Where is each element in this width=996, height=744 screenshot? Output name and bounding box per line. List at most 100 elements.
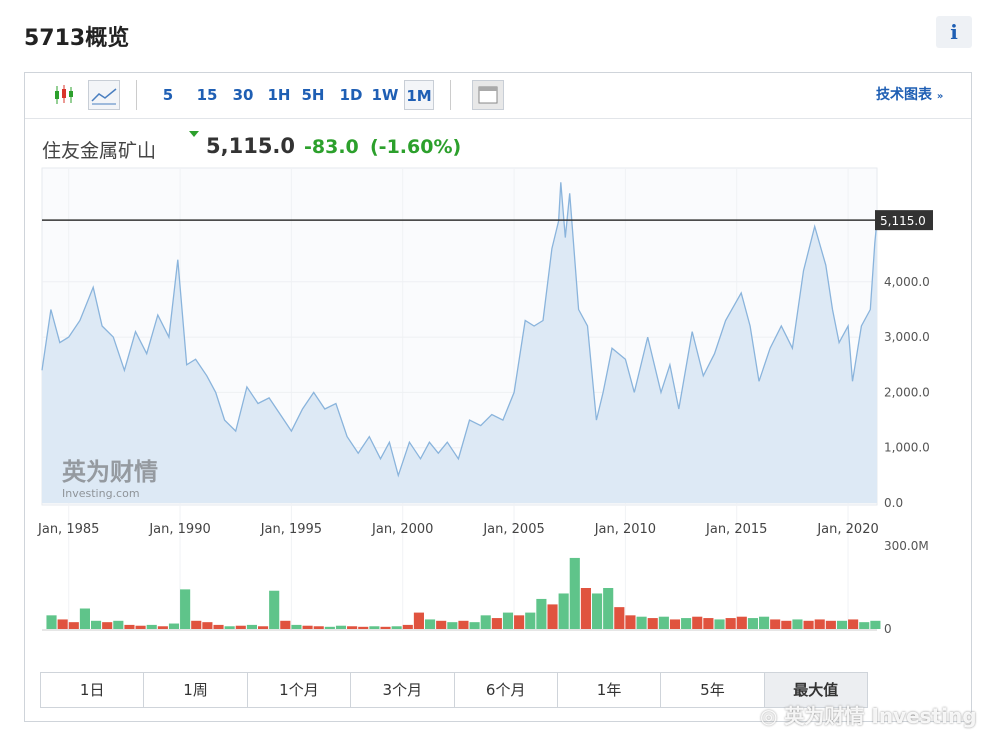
divider	[450, 80, 451, 110]
interval-1M[interactable]: 1M	[404, 80, 434, 110]
volume-bar	[79, 608, 90, 629]
calendar-icon[interactable]	[472, 80, 504, 110]
volume-y-tick-label: 300.0M	[884, 539, 929, 553]
volume-bar	[124, 624, 135, 629]
range-button[interactable]: 最大值	[764, 673, 867, 707]
volume-bar	[436, 620, 447, 629]
line-chart-icon[interactable]	[88, 80, 120, 110]
volume-bar	[514, 615, 525, 629]
y-tick-label: 2,000.0	[884, 385, 930, 399]
range-button[interactable]: 1个月	[248, 673, 352, 707]
volume-bar	[324, 626, 335, 629]
range-button[interactable]: 1周	[144, 673, 248, 707]
range-selector: 1日 1周 1个月 3个月 6个月 1年 5年 最大值	[40, 672, 868, 708]
price-change-percent: (-1.60%)	[370, 136, 462, 158]
volume-bar	[335, 625, 347, 629]
volume-bar	[636, 616, 647, 629]
range-button[interactable]: 5年	[661, 673, 765, 707]
page-title: 5713概览	[24, 26, 130, 51]
double-chevron-right-icon: »	[936, 91, 944, 102]
candlestick-icon[interactable]	[50, 80, 78, 110]
volume-bar	[569, 557, 580, 629]
volume-bar	[736, 616, 747, 629]
volume-bar	[447, 622, 458, 629]
volume-bar	[313, 626, 324, 629]
range-button[interactable]: 1日	[41, 673, 145, 707]
x-tick-label: Jan, 1985	[37, 522, 99, 537]
volume-bar	[547, 604, 558, 629]
divider	[136, 80, 137, 110]
volume-bar	[714, 619, 725, 629]
volume-bar	[180, 589, 191, 629]
interval-5[interactable]: 5	[162, 86, 174, 104]
volume-y-tick-label: 0	[884, 622, 892, 636]
interval-15[interactable]: 15	[196, 86, 218, 104]
interval-1H[interactable]: 1H	[267, 86, 291, 104]
volume-bar	[770, 619, 781, 629]
range-button[interactable]: 1年	[558, 673, 662, 707]
volume-bar	[825, 620, 836, 629]
volume-bar	[458, 620, 469, 629]
last-price-tag	[875, 210, 933, 231]
interval-1D[interactable]: 1D	[339, 86, 363, 104]
volume-bar	[280, 620, 291, 629]
volume-bar	[558, 593, 569, 629]
volume-bar	[57, 619, 68, 629]
volume-bar	[269, 590, 280, 629]
chart-panel	[24, 72, 972, 722]
interval-5H[interactable]: 5H	[301, 86, 325, 104]
divider	[25, 118, 971, 119]
volume-bar	[803, 620, 814, 629]
interval-1W[interactable]: 1W	[371, 86, 399, 104]
volume-bar	[580, 588, 591, 629]
volume-bar	[859, 622, 870, 629]
volume-bar	[224, 626, 235, 629]
volume-bar	[792, 619, 803, 629]
x-tick-label: Jan, 1995	[260, 522, 322, 537]
x-tick-label: Jan, 2020	[816, 522, 878, 537]
tech-chart-label: 技术图表	[876, 87, 932, 103]
volume-bar	[257, 626, 269, 629]
volume-bar	[157, 626, 168, 629]
volume-bar	[669, 619, 681, 629]
technical-chart-link[interactable]: 技术图表 »	[876, 80, 943, 112]
volume-bar	[625, 615, 636, 629]
price-line	[41, 182, 878, 478]
y-tick-label: 4,000.0	[884, 275, 930, 289]
volume-bar	[603, 588, 614, 629]
range-button[interactable]: 6个月	[455, 673, 558, 707]
volume-bar	[246, 624, 257, 629]
instrument-name: 住友金属矿山	[42, 140, 157, 162]
volume-bar	[358, 626, 369, 629]
volume-bar	[614, 607, 625, 629]
volume-bar	[68, 622, 79, 629]
info-button[interactable]: i	[936, 16, 972, 48]
volume-bar	[469, 622, 480, 629]
volume-bar	[302, 625, 313, 629]
volume-bar	[46, 615, 57, 629]
range-button[interactable]: 3个月	[351, 673, 455, 707]
volume-bar	[491, 618, 502, 629]
volume-bar	[424, 619, 436, 629]
volume-bar	[168, 623, 180, 629]
investing-logo: 英为财情 Investing.com	[62, 458, 158, 500]
volume-bar	[113, 620, 124, 629]
x-tick-label: Jan, 2010	[594, 522, 656, 537]
volume-bar	[413, 612, 424, 629]
volume-bar	[380, 626, 391, 629]
x-tick-label: Jan, 2005	[482, 522, 544, 537]
volume-bar	[502, 612, 514, 629]
x-tick-label: Jan, 2000	[371, 522, 433, 537]
volume-bar	[191, 620, 202, 629]
volume-bar	[703, 618, 714, 629]
last-price: 5,115.0	[206, 134, 296, 158]
volume-bar	[347, 626, 358, 629]
volume-bar	[536, 598, 547, 629]
watermark: ◎ 英为财情 Investing	[760, 704, 977, 728]
volume-bar	[692, 616, 703, 629]
interval-30[interactable]: 30	[232, 86, 254, 104]
price-area	[42, 182, 877, 504]
volume-bar	[135, 625, 146, 629]
last-price-label: 5,115.0	[880, 214, 926, 228]
